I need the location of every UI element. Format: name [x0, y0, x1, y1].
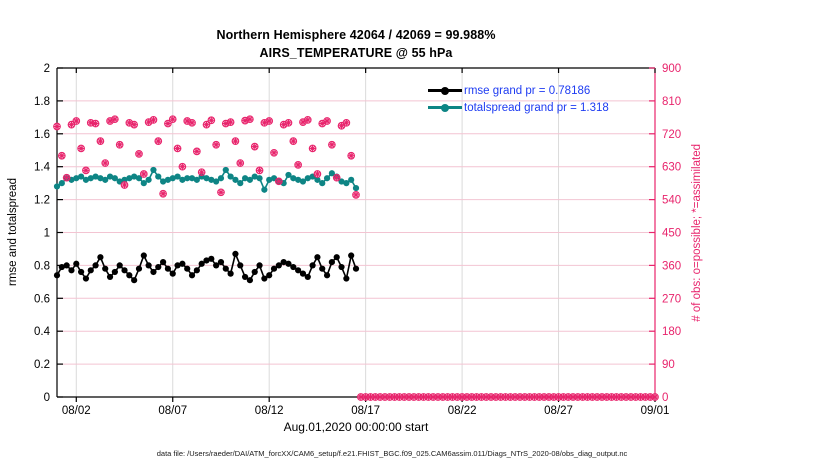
data-file-caption: data file: /Users/raeder/DAI/ATM_forcXX/…	[156, 449, 628, 458]
y-right-tick-label: 180	[662, 326, 681, 338]
legend-totalspread-label: totalspread grand pr = 1.318	[464, 101, 609, 114]
y-left-tick-label: 1.2	[34, 195, 50, 207]
y-right-tick-label: 450	[662, 228, 681, 240]
y-left-tick-label: 1	[44, 228, 50, 240]
y-right-tick-label: 900	[662, 63, 681, 75]
x-tick-label: 08/17	[351, 405, 380, 417]
legend-rmse-marker-icon	[441, 86, 449, 95]
x-axis-label: Aug.01,2020 00:00:00 start	[283, 420, 429, 434]
legend-totalspread-marker-icon	[441, 103, 449, 112]
y-left-tick-label: 0	[44, 392, 50, 404]
x-tick-label: 09/01	[641, 405, 670, 417]
legend-rmse-label: rmse grand pr = 0.78186	[464, 84, 591, 97]
series-obs_zero_tail	[356, 393, 659, 401]
legend-totalspread-line-swatch	[428, 103, 462, 112]
y-right-tick-label: 270	[662, 293, 681, 305]
y-left-tick-label: 1.4	[34, 162, 51, 174]
y-left-tick-label: 0.2	[34, 359, 50, 371]
chart-title-line2: AIRS_TEMPERATURE @ 55 hPa	[259, 46, 453, 60]
y-left-tick-label: 0.4	[34, 326, 51, 338]
y-right-tick-label: 720	[662, 129, 681, 141]
y-axis-label-right: # of obs: o=possible; *=assimilated	[691, 143, 703, 322]
series-obs_possible_assimilated	[53, 115, 360, 199]
y-axis-label-left: rmse and totalspread	[7, 178, 19, 287]
y-left-tick-label: 1.6	[34, 129, 50, 141]
legend-item: totalspread grand pr = 1.318	[428, 100, 609, 115]
y-left-tick-label: 0.6	[34, 293, 50, 305]
y-left-tick-label: 0.8	[34, 260, 50, 272]
series-totalspread	[53, 166, 360, 193]
y-right-tick-label: 360	[662, 260, 681, 272]
x-tick-label: 08/07	[158, 405, 187, 417]
series-rmse	[53, 250, 360, 284]
axis-ticks-and-labels: 08/02 08/07 08/12 08/17 08/22 08/27 09/0100.20…	[34, 63, 681, 417]
y-right-tick-label: 0	[662, 392, 668, 404]
y-right-tick-label: 810	[662, 96, 681, 108]
x-tick-label: 08/27	[544, 405, 573, 417]
y-right-tick-label: 540	[662, 195, 681, 207]
gridlines	[57, 68, 655, 397]
legend: rmse grand pr = 0.78186 totalspread gran…	[428, 83, 609, 115]
legend-item: rmse grand pr = 0.78186	[428, 83, 609, 98]
y-right-tick-label: 630	[662, 162, 681, 174]
legend-rmse-line-swatch	[428, 86, 462, 95]
x-tick-label: 08/22	[448, 405, 477, 417]
x-tick-label: 08/12	[255, 405, 284, 417]
y-right-tick-label: 90	[662, 359, 675, 371]
x-tick-label: 08/02	[62, 405, 91, 417]
y-left-tick-label: 1.8	[34, 96, 50, 108]
chart-title-line1: Northern Hemisphere 42064 / 42069 = 99.9…	[216, 28, 496, 42]
y-left-tick-label: 2	[44, 63, 50, 75]
